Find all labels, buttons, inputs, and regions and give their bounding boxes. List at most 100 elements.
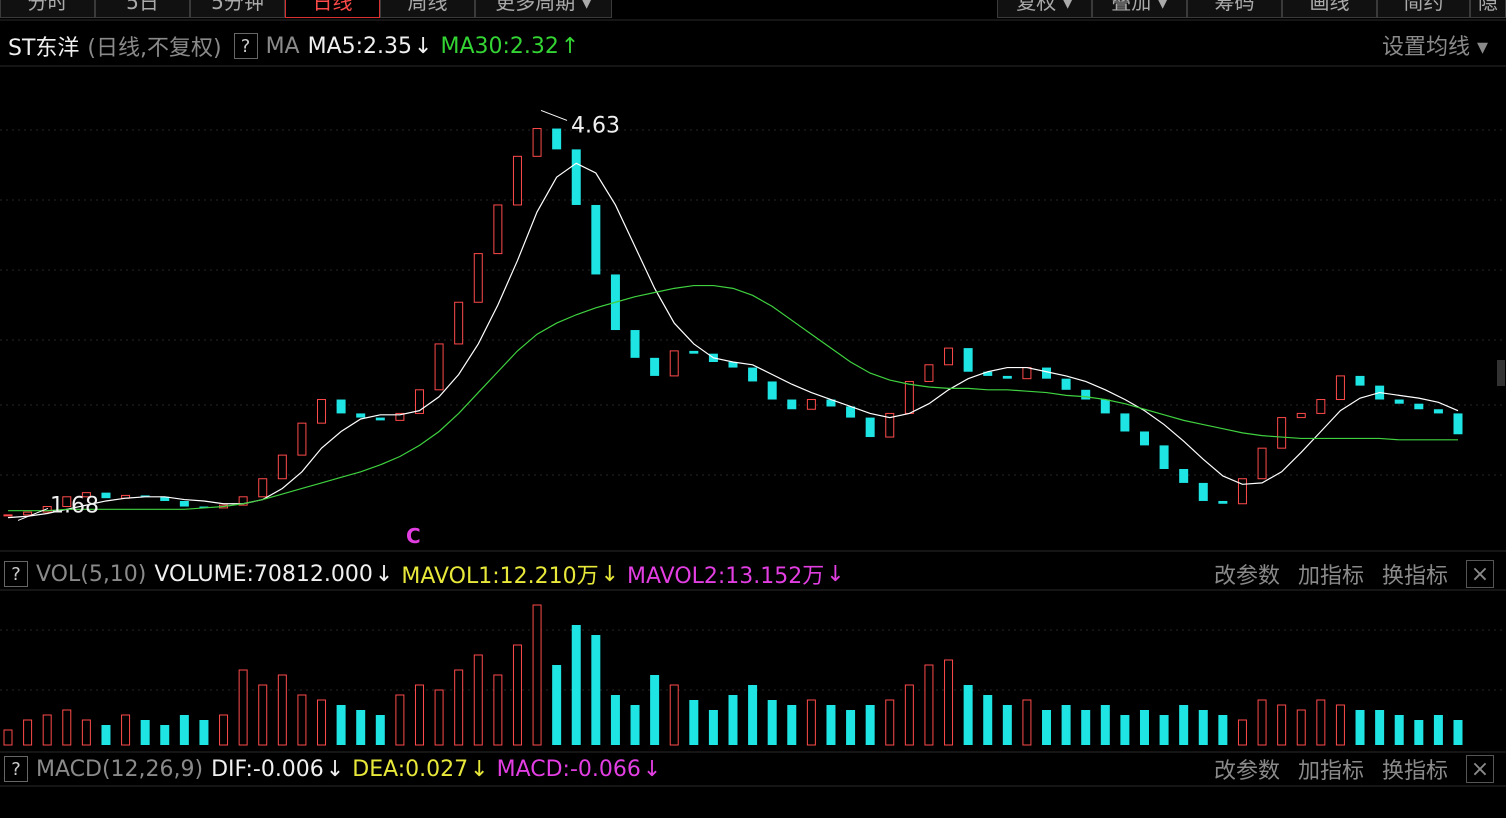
tab[interactable]: 简约	[1377, 0, 1470, 18]
candle	[199, 506, 209, 508]
tab[interactable]: 筹码	[1187, 0, 1282, 18]
button[interactable]: 加指标	[1297, 564, 1364, 589]
volume-bar	[454, 669, 464, 746]
volume-bar	[493, 674, 503, 746]
candle	[317, 399, 327, 424]
button[interactable]: 改参数	[1213, 759, 1280, 784]
panel-lines	[0, 19, 1506, 787]
volume-bar	[1316, 699, 1326, 746]
candle	[1316, 399, 1326, 414]
candle	[1453, 413, 1463, 435]
volume-bar	[689, 700, 699, 745]
candle	[179, 500, 189, 507]
signal: C	[406, 524, 421, 548]
tab[interactable]: 复权 ▾	[997, 0, 1092, 18]
tab[interactable]: 叠加 ▾	[1092, 0, 1187, 18]
candle	[1277, 417, 1287, 449]
candle	[1414, 403, 1424, 410]
help[interactable]: ?	[4, 756, 28, 782]
candle	[277, 454, 287, 480]
candle	[1198, 482, 1208, 501]
candle	[630, 330, 640, 358]
stock-name: ST东洋	[8, 36, 80, 61]
candle	[963, 348, 973, 372]
volume-bar	[1414, 720, 1424, 745]
close[interactable]: ×	[1466, 755, 1494, 783]
candle	[434, 343, 444, 391]
volume-bar	[1355, 710, 1365, 745]
volume-bar	[532, 604, 542, 746]
price-header: ST东洋 (日线,不复权) ? MA MA5:2.35 ↓ MA30:2.32 …	[8, 31, 587, 61]
volume-bar	[160, 725, 170, 745]
tab[interactable]: 日线	[285, 0, 380, 18]
ma5-arrow: ↓	[414, 33, 433, 59]
tab[interactable]: 5分钟	[190, 0, 285, 18]
candle	[571, 149, 581, 205]
candle	[944, 347, 954, 366]
candle	[787, 399, 797, 410]
button[interactable]: 换指标	[1381, 759, 1448, 784]
volume-bar	[1433, 715, 1443, 745]
volume-bar	[375, 715, 385, 745]
tab[interactable]: 画线	[1282, 0, 1377, 18]
candle	[23, 511, 33, 516]
volume-bar	[1394, 715, 1404, 745]
help[interactable]: ?	[4, 561, 28, 587]
low-label: 1.68	[50, 493, 99, 518]
tab[interactable]: 分时	[0, 0, 95, 18]
volume-bar	[1100, 705, 1110, 745]
candle	[297, 422, 307, 456]
ma-settings[interactable]: 设置均线 ▾	[1382, 30, 1506, 60]
button[interactable]: 换指标	[1381, 564, 1448, 589]
close[interactable]: ×	[1466, 560, 1494, 588]
volume-bar	[473, 654, 483, 746]
indicator-name: MACD(12,26,9)	[36, 756, 204, 782]
low-pointer	[17, 507, 49, 521]
candle	[885, 412, 895, 438]
candle	[1296, 412, 1306, 419]
volume-bar	[219, 714, 229, 746]
volume-bar	[846, 710, 856, 745]
ma30-arrow: ↑	[560, 33, 580, 59]
volume-bar	[336, 705, 346, 745]
candle	[1081, 389, 1091, 400]
candle	[238, 496, 248, 506]
volume-bar	[238, 669, 248, 746]
arrow: ↓	[600, 561, 620, 587]
tab[interactable]: 周线	[380, 0, 475, 18]
candle	[1237, 478, 1247, 505]
candle	[42, 506, 52, 513]
candle	[1139, 431, 1149, 446]
volume-bar	[62, 709, 72, 746]
tab[interactable]: 隐	[1470, 0, 1506, 18]
volume-bar	[1159, 715, 1169, 745]
candle	[767, 381, 777, 400]
volume-bar	[806, 699, 816, 746]
tab[interactable]: 5日	[95, 0, 190, 18]
period: (日线,不复权)	[87, 36, 222, 61]
scroll-handle[interactable]	[1497, 360, 1505, 386]
candle	[3, 514, 13, 517]
arrow: ↓	[826, 561, 845, 587]
volume-bar	[767, 700, 777, 745]
volume-bar	[552, 665, 562, 745]
high-pointer	[540, 110, 568, 121]
candle	[1061, 378, 1071, 390]
tab[interactable]: 更多周期 ▾	[475, 0, 612, 18]
volume-bar	[1042, 710, 1052, 745]
dea: DEA:0.027	[352, 756, 469, 782]
button[interactable]: 改参数	[1213, 564, 1280, 589]
candle	[669, 350, 679, 377]
help[interactable]: ?	[233, 33, 258, 59]
volume-bar	[610, 695, 620, 745]
candle	[356, 413, 366, 418]
candle	[140, 495, 150, 497]
volume-bar	[1375, 710, 1385, 745]
settings[interactable]: 设置均线 ▾	[1381, 35, 1488, 60]
button[interactable]: 加指标	[1297, 759, 1364, 784]
candle	[650, 357, 660, 376]
volume-bar	[1002, 705, 1012, 745]
volume-bar	[1277, 704, 1287, 746]
candle	[1257, 447, 1267, 480]
